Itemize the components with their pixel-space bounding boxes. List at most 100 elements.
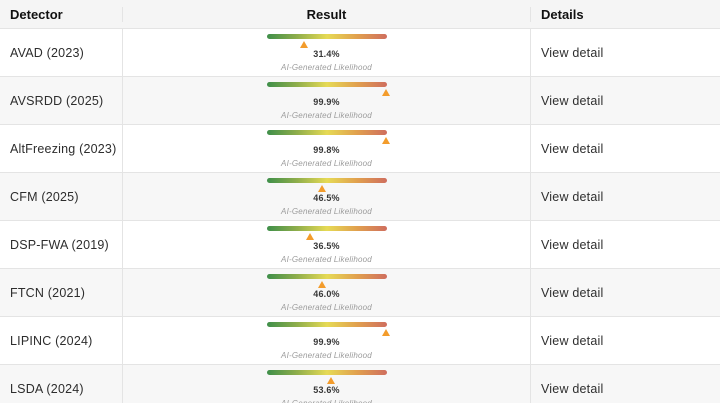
table-row: AVAD (2023) 31.4% AI-Generated Likelihoo… <box>0 29 720 77</box>
table-row: AVSRDD (2025) 99.9% AI-Generated Likelih… <box>0 77 720 125</box>
likelihood-gauge: 53.6% AI-Generated Likelihood <box>266 368 387 403</box>
view-detail-link[interactable]: View detail <box>541 93 604 108</box>
detector-name: LSDA (2024) <box>10 381 84 396</box>
likelihood-caption: AI-Generated Likelihood <box>281 63 372 72</box>
likelihood-value: 99.8% <box>313 145 340 155</box>
detector-name: AVSRDD (2025) <box>10 93 104 108</box>
likelihood-gauge: 46.5% AI-Generated Likelihood <box>266 176 387 217</box>
column-header-result: Result <box>123 6 531 22</box>
table-row: LSDA (2024) 53.6% AI-Generated Likelihoo… <box>0 365 720 403</box>
detector-cell: AVAD (2023) <box>0 29 123 76</box>
table-row: CFM (2025) 46.5% AI-Generated Likelihood… <box>0 173 720 221</box>
marker-triangle-icon <box>318 185 327 192</box>
gradient-bar <box>266 226 387 231</box>
likelihood-gauge: 36.5% AI-Generated Likelihood <box>266 224 387 265</box>
detector-name: DSP-FWA (2019) <box>10 237 109 252</box>
result-cell: 99.8% AI-Generated Likelihood <box>123 125 531 172</box>
gradient-bar <box>266 370 387 375</box>
detector-name: AVAD (2023) <box>10 45 84 60</box>
table-header: Detector Result Details <box>0 0 720 29</box>
gradient-bar <box>266 178 387 183</box>
column-header-details: Details <box>531 7 720 22</box>
view-detail-link[interactable]: View detail <box>541 141 604 156</box>
detector-name: AltFreezing (2023) <box>10 141 117 156</box>
likelihood-caption: AI-Generated Likelihood <box>281 399 372 403</box>
marker-track <box>267 279 387 288</box>
likelihood-value: 99.9% <box>313 337 340 347</box>
likelihood-gauge: 31.4% AI-Generated Likelihood <box>266 32 387 73</box>
marker-triangle-icon <box>306 233 315 240</box>
likelihood-gauge: 99.9% AI-Generated Likelihood <box>266 80 391 121</box>
likelihood-value: 31.4% <box>313 49 340 59</box>
view-detail-link[interactable]: View detail <box>541 333 604 348</box>
marker-track <box>267 39 387 48</box>
detector-name: CFM (2025) <box>10 189 79 204</box>
marker-triangle-icon <box>300 41 309 48</box>
table-body: AVAD (2023) 31.4% AI-Generated Likelihoo… <box>0 29 720 403</box>
marker-track <box>267 135 391 144</box>
detector-name: LIPINC (2024) <box>10 333 93 348</box>
detector-cell: FTCN (2021) <box>0 269 123 316</box>
result-cell: 36.5% AI-Generated Likelihood <box>123 221 531 268</box>
gradient-bar <box>266 82 387 87</box>
result-cell: 99.9% AI-Generated Likelihood <box>123 317 531 364</box>
gradient-bar <box>266 34 387 39</box>
marker-triangle-icon <box>382 137 391 144</box>
marker-track <box>267 183 387 192</box>
result-cell: 31.4% AI-Generated Likelihood <box>123 29 531 76</box>
likelihood-caption: AI-Generated Likelihood <box>281 255 372 264</box>
details-cell: View detail <box>531 125 720 172</box>
marker-triangle-icon <box>382 89 391 96</box>
details-cell: View detail <box>531 29 720 76</box>
detector-cell: LIPINC (2024) <box>0 317 123 364</box>
detector-cell: LSDA (2024) <box>0 365 123 403</box>
likelihood-caption: AI-Generated Likelihood <box>281 207 372 216</box>
view-detail-link[interactable]: View detail <box>541 237 604 252</box>
likelihood-value: 46.5% <box>313 193 340 203</box>
likelihood-value: 46.0% <box>313 289 340 299</box>
table-row: AltFreezing (2023) 99.8% AI-Generated Li… <box>0 125 720 173</box>
table-row: FTCN (2021) 46.0% AI-Generated Likelihoo… <box>0 269 720 317</box>
column-header-result-label: Result <box>306 6 347 22</box>
column-header-details-label: Details <box>541 6 584 22</box>
marker-track <box>267 327 391 336</box>
result-cell: 46.0% AI-Generated Likelihood <box>123 269 531 316</box>
details-cell: View detail <box>531 77 720 124</box>
table-row: DSP-FWA (2019) 36.5% AI-Generated Likeli… <box>0 221 720 269</box>
details-cell: View detail <box>531 173 720 220</box>
table-row: LIPINC (2024) 99.9% AI-Generated Likelih… <box>0 317 720 365</box>
view-detail-link[interactable]: View detail <box>541 189 604 204</box>
marker-track <box>267 231 387 240</box>
result-cell: 99.9% AI-Generated Likelihood <box>123 77 531 124</box>
view-detail-link[interactable]: View detail <box>541 381 604 396</box>
likelihood-gauge: 99.9% AI-Generated Likelihood <box>266 320 391 361</box>
gradient-bar <box>266 130 387 135</box>
details-cell: View detail <box>531 269 720 316</box>
column-header-detector: Detector <box>0 6 123 22</box>
likelihood-caption: AI-Generated Likelihood <box>281 351 372 360</box>
marker-track <box>267 375 387 384</box>
likelihood-caption: AI-Generated Likelihood <box>281 303 372 312</box>
marker-track <box>267 87 391 96</box>
gradient-bar <box>266 322 387 327</box>
detector-name: FTCN (2021) <box>10 285 86 300</box>
likelihood-value: 53.6% <box>313 385 340 395</box>
view-detail-link[interactable]: View detail <box>541 285 604 300</box>
gradient-bar <box>266 274 387 279</box>
likelihood-gauge: 99.8% AI-Generated Likelihood <box>266 128 391 169</box>
details-cell: View detail <box>531 221 720 268</box>
marker-triangle-icon <box>317 281 326 288</box>
details-cell: View detail <box>531 317 720 364</box>
view-detail-link[interactable]: View detail <box>541 45 604 60</box>
detector-cell: DSP-FWA (2019) <box>0 221 123 268</box>
result-cell: 46.5% AI-Generated Likelihood <box>123 173 531 220</box>
likelihood-value: 36.5% <box>313 241 340 251</box>
likelihood-value: 99.9% <box>313 97 340 107</box>
result-cell: 53.6% AI-Generated Likelihood <box>123 365 531 403</box>
detector-cell: CFM (2025) <box>0 173 123 220</box>
detector-cell: AltFreezing (2023) <box>0 125 123 172</box>
likelihood-gauge: 46.0% AI-Generated Likelihood <box>266 272 387 313</box>
detector-cell: AVSRDD (2025) <box>0 77 123 124</box>
column-header-detector-label: Detector <box>10 6 63 22</box>
